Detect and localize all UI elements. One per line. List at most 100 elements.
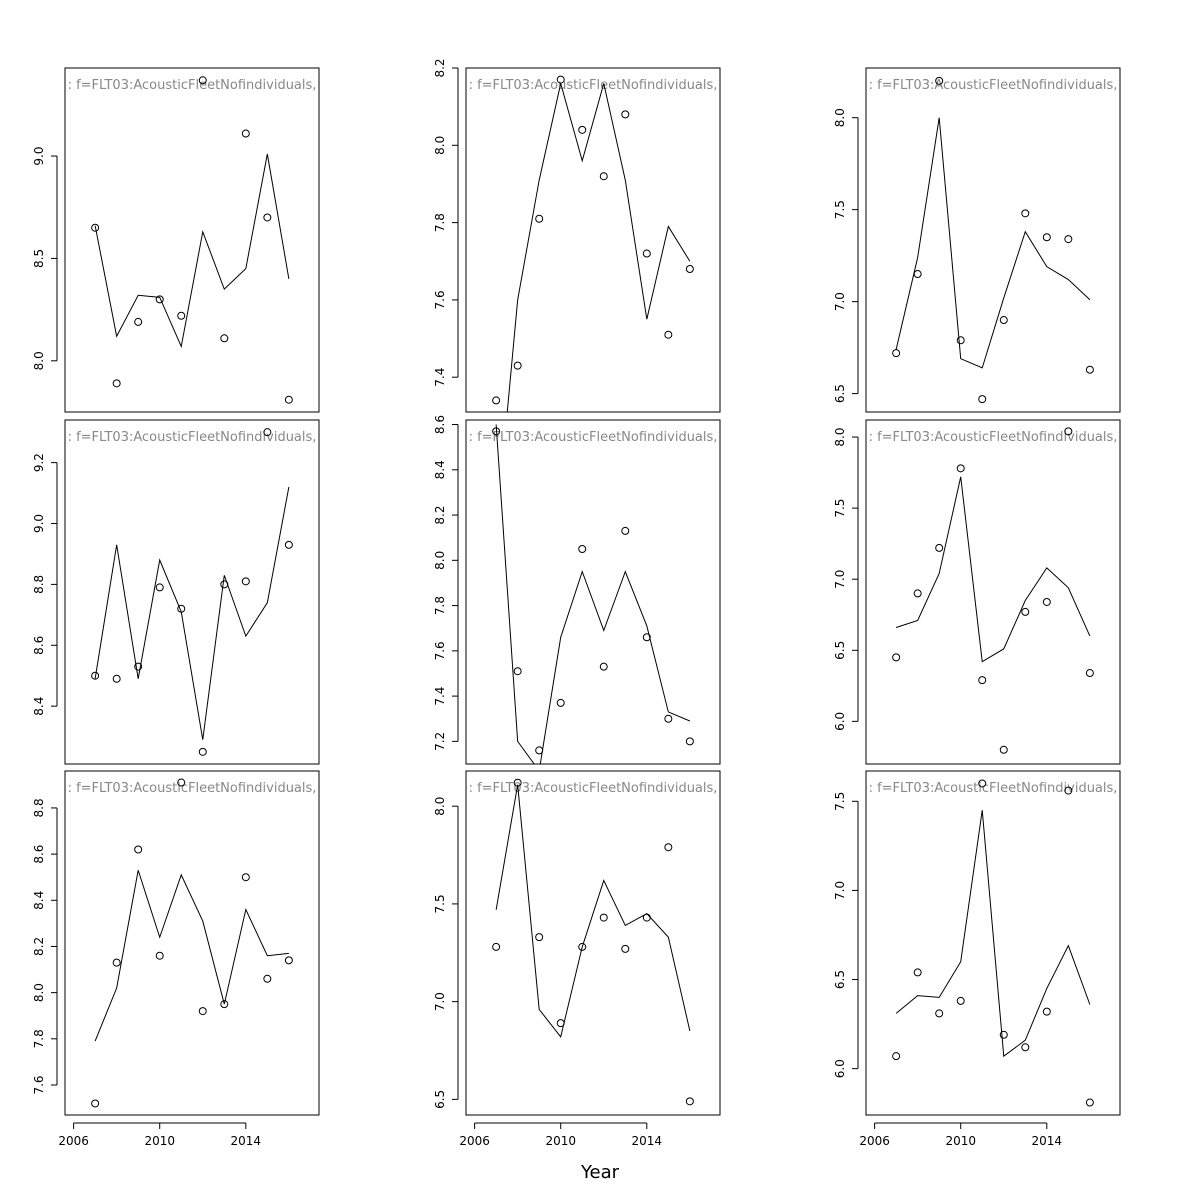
observed-point bbox=[198, 76, 207, 85]
observed-point bbox=[198, 747, 207, 756]
y-tick-label: 6.5 bbox=[433, 1090, 447, 1109]
y-tick-label: 7.0 bbox=[833, 881, 847, 900]
observed-point bbox=[1042, 233, 1051, 242]
y-tick-label: 6.5 bbox=[833, 384, 847, 403]
panel: : f=FLT03:AcousticFleetNofindividuals, 6.… bbox=[833, 67, 1121, 413]
y-tick-label: 7.2 bbox=[433, 732, 447, 751]
observed-point bbox=[685, 1097, 694, 1106]
y-tick-label: 9.0 bbox=[32, 514, 46, 533]
fitted-line bbox=[94, 153, 290, 349]
y-tick-label: 8.2 bbox=[433, 58, 447, 77]
observed-point bbox=[685, 264, 694, 273]
observed-point bbox=[664, 714, 673, 723]
panel-frame bbox=[865, 770, 1121, 1116]
panel-title: : f=FLT03:AcousticFleetNofindividuals, bbox=[869, 781, 1118, 796]
x-tick-label: 2006 bbox=[859, 1134, 890, 1148]
observed-point bbox=[556, 1019, 565, 1028]
panel: : f=FLT03:AcousticFleetNofindividuals, 6.… bbox=[433, 770, 721, 1148]
y-tick-label: 8.0 bbox=[833, 108, 847, 127]
panel-title: : f=FLT03:AcousticFleetNofindividuals, bbox=[68, 78, 317, 93]
observed-point bbox=[556, 698, 565, 707]
y-tick-label: 8.0 bbox=[32, 351, 46, 370]
observed-point bbox=[1064, 235, 1073, 244]
fitted-line bbox=[895, 117, 1091, 369]
observed-point bbox=[492, 427, 501, 436]
observed-point bbox=[155, 295, 164, 304]
observed-point bbox=[284, 540, 293, 549]
panel: : f=FLT03:AcousticFleetNofindividuals, 6.… bbox=[833, 419, 1121, 765]
observed-point bbox=[621, 110, 630, 119]
y-tick-label: 8.4 bbox=[32, 697, 46, 716]
panel: : f=FLT03:AcousticFleetNofindividuals, 6.… bbox=[833, 770, 1121, 1148]
plot-area: : f=FLT03:AcousticFleetNofindividuals, bbox=[469, 424, 717, 764]
observed-point bbox=[220, 580, 229, 589]
observed-point bbox=[978, 676, 987, 685]
panel-frame bbox=[64, 770, 320, 1116]
observed-point bbox=[177, 778, 186, 787]
observed-point bbox=[263, 213, 272, 222]
observed-point bbox=[241, 129, 250, 138]
x-tick-label: 2014 bbox=[231, 1134, 262, 1148]
observed-point bbox=[535, 214, 544, 223]
observed-point bbox=[284, 956, 293, 965]
observed-point bbox=[685, 737, 694, 746]
observed-point bbox=[198, 1007, 207, 1016]
y-tick-label: 7.4 bbox=[433, 687, 447, 706]
observed-point bbox=[513, 361, 522, 370]
observed-point bbox=[513, 667, 522, 676]
observed-point bbox=[112, 674, 121, 683]
y-tick-label: 8.0 bbox=[433, 136, 447, 155]
observed-point bbox=[112, 958, 121, 967]
y-tick-label: 7.0 bbox=[833, 292, 847, 311]
observed-point bbox=[599, 172, 608, 181]
observed-point bbox=[935, 1009, 944, 1018]
y-tick-label: 9.2 bbox=[32, 453, 46, 472]
y-tick-label: 7.8 bbox=[433, 596, 447, 615]
fitted-line bbox=[94, 870, 289, 1042]
observed-point bbox=[112, 379, 121, 388]
observed-point bbox=[913, 270, 922, 279]
y-tick-label: 7.5 bbox=[833, 200, 847, 219]
observed-point bbox=[263, 974, 272, 983]
observed-point bbox=[999, 316, 1008, 325]
observed-point bbox=[220, 334, 229, 343]
observed-point bbox=[1042, 597, 1051, 606]
observed-point bbox=[492, 396, 501, 405]
plot-area: : f=FLT03:AcousticFleetNofindividuals, bbox=[869, 430, 1117, 663]
observed-point bbox=[642, 633, 651, 642]
x-axis-label: Year bbox=[580, 1162, 620, 1183]
observed-point bbox=[599, 913, 608, 922]
panel-title: : f=FLT03:AcousticFleetNofindividuals, bbox=[469, 78, 718, 93]
y-tick-label: 7.5 bbox=[433, 894, 447, 913]
y-tick-label: 8.2 bbox=[433, 506, 447, 525]
y-tick-label: 6.0 bbox=[833, 1059, 847, 1078]
plot-area: : f=FLT03:AcousticFleetNofindividuals, bbox=[469, 781, 718, 1038]
panel-title: : f=FLT03:AcousticFleetNofindividuals, bbox=[469, 781, 718, 796]
y-tick-label: 6.0 bbox=[833, 712, 847, 731]
panel-frame bbox=[465, 770, 721, 1116]
observed-point bbox=[978, 779, 987, 788]
plot-area: : f=FLT03:AcousticFleetNofindividuals, bbox=[469, 78, 718, 412]
y-tick-label: 8.4 bbox=[32, 891, 46, 910]
y-tick-label: 8.0 bbox=[433, 797, 447, 816]
observed-point bbox=[1021, 209, 1030, 218]
observed-point bbox=[664, 843, 673, 852]
x-tick-label: 2006 bbox=[58, 1134, 89, 1148]
fitted-line bbox=[495, 784, 691, 1038]
observed-point bbox=[134, 845, 143, 854]
panel: : f=FLT03:AcousticFleetNofindividuals, 7.… bbox=[433, 58, 721, 413]
observed-point bbox=[241, 577, 250, 586]
observed-point bbox=[642, 249, 651, 258]
observed-point bbox=[956, 336, 965, 345]
observed-point bbox=[956, 464, 965, 473]
observed-point bbox=[621, 944, 630, 953]
fitted-line bbox=[506, 83, 691, 412]
observed-point bbox=[1021, 607, 1030, 616]
observed-point bbox=[892, 653, 901, 662]
observed-point bbox=[578, 942, 587, 951]
observed-point bbox=[578, 125, 587, 134]
panel-frame bbox=[64, 67, 320, 413]
fitted-line bbox=[495, 424, 691, 764]
observed-point bbox=[263, 428, 272, 437]
fitted-line bbox=[94, 486, 290, 740]
